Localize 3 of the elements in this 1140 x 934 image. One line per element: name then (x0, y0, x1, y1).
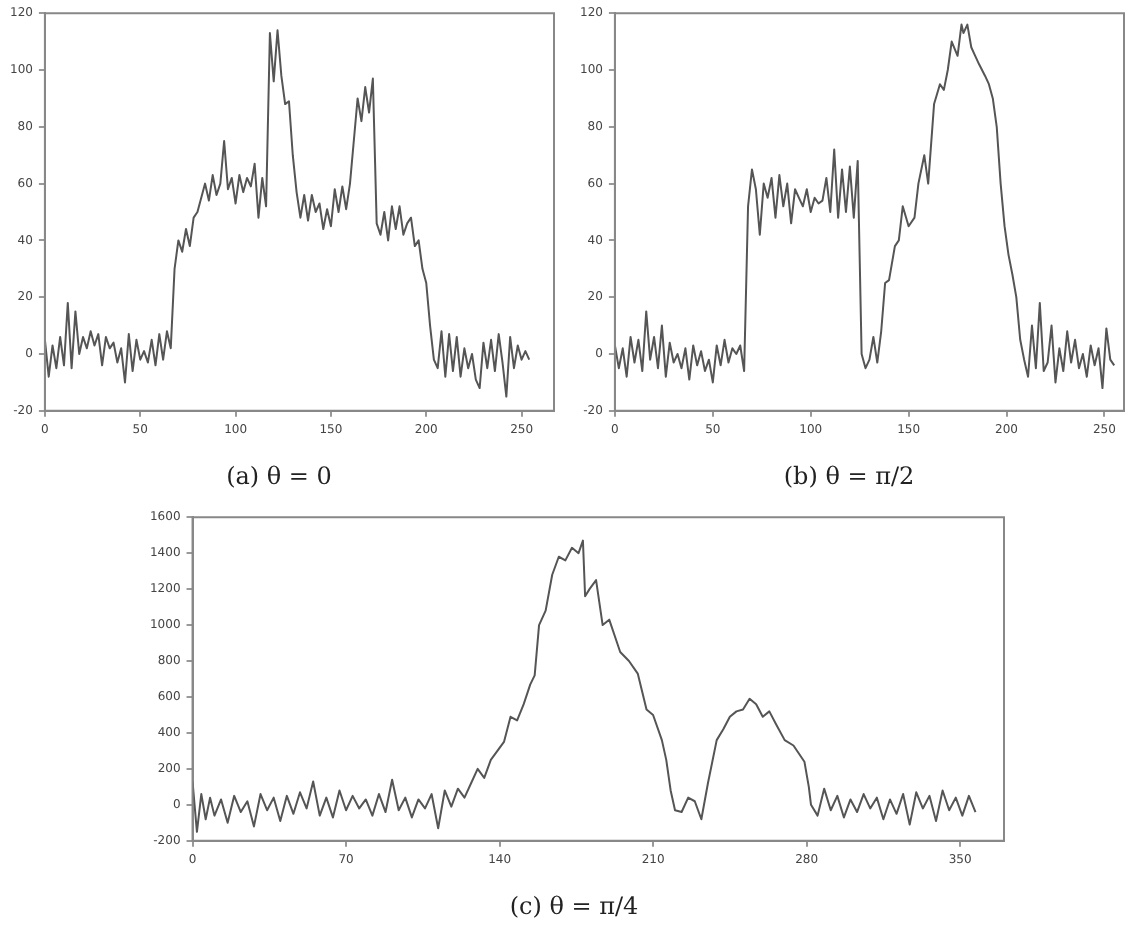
text: (a) θ = 0 (226, 461, 332, 490)
text: (b) θ = π/2 (783, 461, 915, 490)
text: (c) θ = π/4 (509, 891, 640, 920)
